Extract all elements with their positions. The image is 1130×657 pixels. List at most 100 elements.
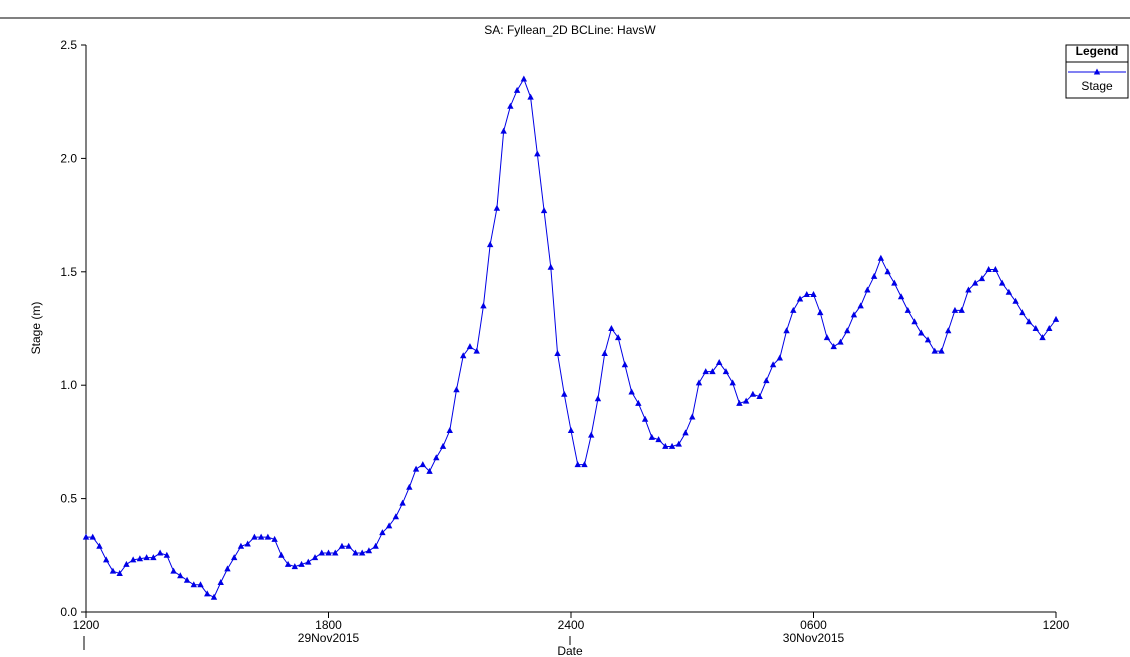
point-marker (210, 593, 218, 600)
point-marker (257, 533, 265, 540)
point-marker (709, 368, 716, 375)
point-marker (1046, 325, 1053, 331)
point-marker (419, 461, 427, 468)
point-marker (466, 343, 474, 350)
point-marker (945, 327, 952, 334)
point-marker (837, 338, 844, 345)
point-marker (513, 86, 521, 93)
x-tick-label: 2400 (558, 618, 585, 632)
point-marker (675, 440, 682, 447)
point-marker (96, 542, 103, 549)
point-marker (635, 399, 642, 406)
point-marker (870, 272, 878, 279)
point-marker (897, 293, 905, 300)
point-marker (204, 590, 211, 597)
point-marker (116, 569, 123, 576)
point-marker (224, 565, 231, 572)
point-marker (217, 579, 224, 586)
point-marker (325, 549, 332, 556)
point-marker (628, 388, 635, 395)
point-marker (601, 349, 608, 356)
point-marker (412, 465, 420, 472)
point-marker (123, 560, 130, 567)
point-marker (648, 433, 656, 440)
point-marker (271, 535, 278, 542)
point-marker (460, 352, 467, 359)
point-marker (817, 309, 824, 316)
point-marker (763, 377, 770, 384)
point-marker (614, 334, 622, 341)
point-marker (608, 325, 615, 331)
point-marker (150, 554, 157, 561)
point-marker (493, 204, 501, 211)
point-marker (567, 427, 575, 434)
point-marker (958, 306, 965, 313)
legend-label: Stage (1081, 79, 1113, 93)
y-tick-label: 2.5 (60, 38, 77, 52)
point-marker (332, 549, 339, 556)
point-marker (136, 555, 144, 562)
point-marker (284, 560, 292, 567)
point-marker (244, 540, 251, 547)
point-marker (453, 386, 460, 393)
point-marker (251, 533, 258, 540)
point-marker (507, 102, 514, 109)
point-marker (850, 311, 858, 318)
point-marker (554, 349, 561, 356)
point-marker (433, 454, 440, 461)
point-marker (163, 551, 171, 558)
point-marker (399, 499, 406, 506)
point-marker (924, 336, 932, 343)
point-marker (931, 347, 938, 354)
y-tick-label: 1.0 (60, 378, 77, 392)
point-marker (965, 286, 972, 293)
point-marker (904, 306, 912, 313)
x-axis-label: Date (557, 644, 583, 657)
point-marker (830, 343, 837, 350)
point-marker (547, 263, 554, 270)
legend-marker (1093, 68, 1101, 75)
point-marker (352, 549, 359, 556)
point-marker (109, 567, 117, 574)
point-marker (662, 442, 669, 449)
point-marker (702, 368, 709, 375)
x-tick-label: 1200 (73, 618, 100, 632)
date-label: 30Nov2015 (783, 631, 845, 645)
point-marker (1019, 309, 1026, 316)
point-marker (534, 150, 541, 157)
point-marker (190, 581, 197, 588)
point-marker (823, 334, 831, 341)
point-marker (742, 397, 750, 404)
point-marker (426, 467, 433, 474)
point-marker (736, 399, 743, 406)
y-tick-label: 2.0 (60, 151, 77, 165)
date-label: 29Nov2015 (298, 631, 360, 645)
point-marker (689, 413, 696, 420)
point-marker (769, 361, 777, 368)
point-marker (918, 329, 925, 336)
chart-title: SA: Fyllean_2D BCLine: HavsW (484, 23, 656, 37)
y-tick-label: 0.5 (60, 492, 77, 506)
point-marker (749, 390, 757, 397)
x-tick-label: 0600 (800, 618, 827, 632)
point-marker (857, 302, 864, 309)
point-marker (385, 522, 393, 529)
point-marker (318, 549, 325, 556)
series-line (86, 77, 1057, 598)
point-marker (938, 347, 945, 354)
point-marker (291, 563, 299, 570)
y-axis-label: Stage (m) (29, 302, 43, 355)
point-marker (1025, 318, 1033, 325)
point-marker (877, 254, 885, 261)
point-marker (365, 547, 373, 554)
point-marker (594, 395, 602, 402)
point-marker (729, 379, 736, 386)
legend-title: Legend (1076, 44, 1119, 58)
point-marker (756, 393, 763, 400)
point-marker (372, 542, 379, 549)
point-marker (864, 286, 871, 293)
point-marker (82, 533, 90, 540)
point-marker (985, 266, 992, 273)
